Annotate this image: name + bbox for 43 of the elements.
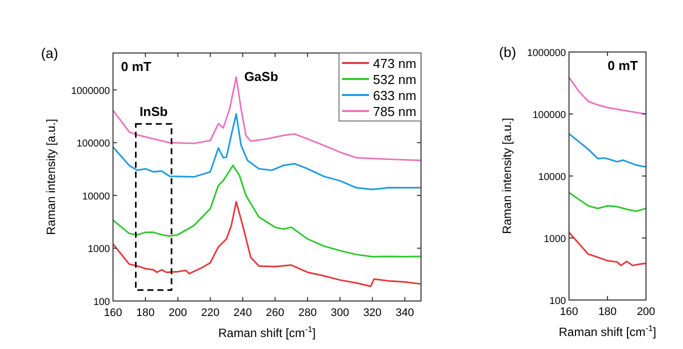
x-tick-label: 160 <box>560 306 578 318</box>
line-series <box>568 232 647 266</box>
line-series <box>112 164 422 258</box>
legend-label: 785 nm <box>373 104 416 119</box>
y-tick-label: 100 <box>549 296 566 307</box>
annotation: GaSb <box>244 69 278 84</box>
y-tick-label: 1000000 <box>71 86 110 97</box>
legend-label: 532 nm <box>373 72 416 87</box>
y-tick-label: 10000 <box>538 172 566 183</box>
x-tick-label: 180 <box>598 306 617 318</box>
x-tick-label: 220 <box>201 307 220 319</box>
x-tick-label: 320 <box>363 307 382 319</box>
line-series <box>568 192 647 212</box>
x-tick-label: 200 <box>636 306 656 318</box>
x-tick-label: 160 <box>104 307 122 319</box>
y-axis-title: Raman intensity [a.u.] <box>500 118 514 234</box>
x-tick-label: 200 <box>168 307 188 319</box>
chart-title: (a) <box>41 45 58 61</box>
line-series <box>568 76 647 115</box>
x-tick-label: 300 <box>330 307 350 319</box>
legend-label: 473 nm <box>373 56 416 71</box>
annotation: 0 mT <box>121 59 152 74</box>
y-tick-label: 1000000 <box>527 48 566 59</box>
x-axis-title: Raman shift [cm$^{-1}$] <box>218 324 316 340</box>
x-tick-label: 180 <box>136 307 155 319</box>
y-tick-label: 1000 <box>544 234 566 245</box>
x-tick-label: 240 <box>234 307 252 319</box>
x-axis-title: Raman shift [cm$^{-1}$] <box>558 323 656 339</box>
annotation: InSb <box>140 104 168 119</box>
y-tick-label: 100000 <box>76 138 110 150</box>
line-series <box>568 132 647 168</box>
y-tick-label: 10000 <box>82 191 110 202</box>
legend-label: 633 nm <box>373 88 416 103</box>
x-tick-label: 340 <box>396 307 414 319</box>
x-tick-label: 260 <box>266 307 284 319</box>
y-tick-label: 1000 <box>88 244 110 256</box>
chart-title: (b) <box>499 44 516 60</box>
annotation: 0 mT <box>608 58 638 73</box>
y-axis-title: Raman intensity [a.u.] <box>44 118 58 236</box>
y-tick-label: 100 <box>93 297 110 308</box>
y-tick-label: 100000 <box>532 110 566 121</box>
x-tick-label: 280 <box>298 307 317 319</box>
line-series <box>112 200 422 288</box>
